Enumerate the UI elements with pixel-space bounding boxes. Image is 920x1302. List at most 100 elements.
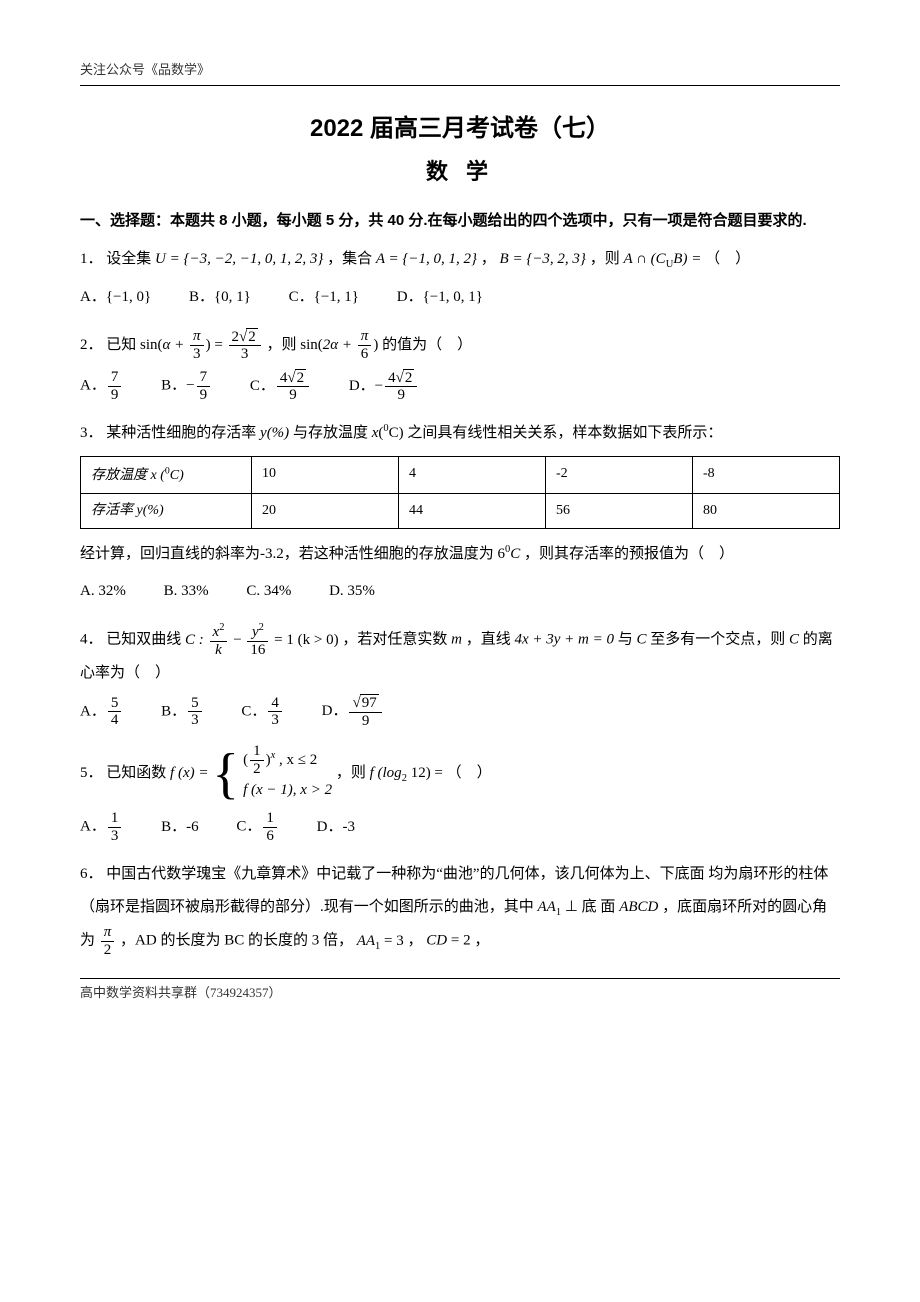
- row2-label: 存活率 y(%): [81, 493, 252, 528]
- q2-opt-a[interactable]: A．79: [80, 369, 123, 403]
- q2-c-r: 2: [295, 369, 307, 387]
- q5-opt-d[interactable]: D．-3: [317, 811, 355, 844]
- q3-t2: 与存放温度: [293, 425, 368, 441]
- q2-options: A．79 B．−79 C．429 D．−429: [80, 369, 840, 404]
- q5-eval: f (log2 12) =: [370, 765, 447, 781]
- q6-aa2: AA: [357, 933, 375, 949]
- q2-c-c: 4: [280, 370, 288, 386]
- q6-l3e: ，: [474, 933, 489, 949]
- q4-eq: = 1 (k > 0): [274, 632, 338, 648]
- q4-opt-c[interactable]: C．43: [241, 695, 284, 729]
- q2-sin2: sin: [300, 337, 318, 353]
- q3-options: A. 32% B. 33% C. 34% D. 35%: [80, 575, 840, 608]
- q4-b-l: B．: [161, 703, 186, 719]
- q4-c-l: C．: [241, 703, 266, 719]
- temp-2: -2: [546, 456, 693, 493]
- q4-opt-a[interactable]: A．54: [80, 695, 123, 729]
- question-6: 6． 中国古代数学瑰宝《九章算术》中记载了一种称为“曲池”的几何体，该几何体为上…: [80, 858, 840, 958]
- q2-b-lbl: B．: [161, 378, 186, 394]
- q5-tail: （ ）: [447, 765, 492, 781]
- table-row: 存放温度 x (0C) 10 4 -2 -8: [81, 456, 840, 493]
- q2-opt-d[interactable]: D．−429: [349, 369, 420, 404]
- brace-icon: {: [212, 746, 239, 802]
- q3-t5: ，则其存活率的预报值为（ ）: [524, 546, 734, 562]
- temp-3: -8: [693, 456, 840, 493]
- q2-pi3: π3: [190, 328, 204, 362]
- title-main: 2022 届高三月考试卷（七）: [80, 110, 840, 148]
- q3-t4: 经计算，回归直线的斜率为-3.2，若这种活性细胞的存放温度为: [80, 546, 494, 562]
- header-tag: 关注公众号《品数学》: [80, 60, 840, 81]
- q2-target: sin(2α + π6): [300, 337, 382, 353]
- q4-t5: 至多有一个交点，则: [650, 632, 785, 648]
- q2-c-d: 9: [277, 387, 309, 404]
- q5-c1d: 2: [250, 761, 264, 778]
- q6-l3a: 面: [600, 899, 615, 915]
- temp-0: 10: [252, 456, 399, 493]
- q1-opt-d[interactable]: D．{−1, 0, 1}: [397, 281, 483, 314]
- q5-t1: 已知函数: [106, 765, 166, 781]
- q4-a-l: A．: [80, 703, 106, 719]
- q6-s1: 1: [556, 907, 561, 918]
- q1-tail: （ ）: [705, 251, 750, 267]
- q3-opt-a[interactable]: A. 32%: [80, 575, 126, 608]
- header-divider: [80, 85, 840, 86]
- q4-opt-b[interactable]: B．53: [161, 695, 204, 729]
- row1-label: 存放温度 x (0C): [81, 456, 252, 493]
- q4-c-n: 4: [268, 695, 282, 713]
- q5-c1n: 1: [250, 743, 264, 761]
- q2-2a: 2α +: [323, 337, 352, 353]
- q1-U-set: U = {−3, −2, −1, 0, 1, 2, 3}: [155, 251, 323, 267]
- q4-a-d: 4: [108, 712, 122, 729]
- q2-opt-c[interactable]: C．429: [250, 369, 311, 404]
- q3-table: 存放温度 x (0C) 10 4 -2 -8 存活率 y(%) 20 44 56…: [80, 456, 840, 529]
- q3-six: 60C: [498, 546, 521, 562]
- q3-opt-d[interactable]: D. 35%: [329, 575, 375, 608]
- temp-1: 4: [399, 456, 546, 493]
- q4-line: 4x + 3y + m = 0: [514, 632, 614, 648]
- q1-opt-c[interactable]: C．{−1, 1}: [289, 281, 359, 314]
- q4-options: A．54 B．53 C．43 D．979: [80, 694, 840, 729]
- question-1: 1． 设全集 U = {−3, −2, −1, 0, 1, 2, 3} ，集合 …: [80, 244, 840, 275]
- q5-c-l: C．: [236, 819, 261, 835]
- q4-num: 4．: [80, 632, 103, 648]
- q1-opt-b[interactable]: B．{0, 1}: [189, 281, 251, 314]
- rate-1: 44: [399, 493, 546, 528]
- q5-c1c: , x ≤ 2: [279, 752, 317, 768]
- q4-opt-d[interactable]: D．979: [322, 694, 384, 729]
- q5-options: A．13 B．-6 C．16 D．-3: [80, 810, 840, 844]
- q5-fx: f (x) =: [170, 765, 208, 781]
- q5-c1e: x: [271, 750, 276, 761]
- q5-c2: f (x − 1), x > 2: [243, 782, 332, 798]
- q4-d-l: D．: [322, 703, 348, 719]
- q4-k: k: [210, 642, 228, 659]
- table-row: 存活率 y(%) 20 44 56 80: [81, 493, 840, 528]
- q4-a-n: 5: [108, 695, 122, 713]
- q5-opt-a[interactable]: A．13: [80, 810, 123, 844]
- q1-text4: ，则: [590, 251, 620, 267]
- q1-opt-a[interactable]: A．{−1, 0}: [80, 281, 151, 314]
- question-2: 2． 已知 sin(α + π3) = 22 3 ，则 sin(2α + π6)…: [80, 328, 840, 363]
- q2-lhs: sin(α + π3) = 22 3: [140, 337, 266, 353]
- q1-num: 1．: [80, 251, 103, 267]
- q6-cde: = 2: [447, 933, 470, 949]
- q2-pi3n: π: [190, 328, 204, 346]
- q5-opt-c[interactable]: C．16: [236, 810, 279, 844]
- q3-opt-b[interactable]: B. 33%: [164, 575, 209, 608]
- q5-a-n: 1: [108, 810, 122, 828]
- q1-B-set: B = {−3, 2, 3}: [500, 251, 586, 267]
- q2-d-d: 9: [385, 387, 417, 404]
- rate-0: 20: [252, 493, 399, 528]
- q5-opt-b[interactable]: B．-6: [161, 811, 199, 844]
- rate-3: 80: [693, 493, 840, 528]
- q6-l3c: ，AD 的长度为 BC 的长度的 3 倍，: [120, 933, 353, 949]
- footer-divider: [80, 978, 840, 979]
- q4-b-d: 3: [188, 712, 202, 729]
- q2-rhs: 22 3: [229, 328, 261, 363]
- q3-opt-c[interactable]: C. 34%: [246, 575, 291, 608]
- q2-opt-b[interactable]: B．−79: [161, 369, 212, 403]
- q2-d-lbl: D．: [349, 378, 375, 394]
- q4-16: 16: [247, 642, 268, 659]
- question-4: 4． 已知双曲线 C : x2k − y216 = 1 (k > 0) ，若对任…: [80, 622, 840, 688]
- q2-a-d: 9: [108, 387, 122, 404]
- q5-ev1: f (log: [370, 765, 402, 781]
